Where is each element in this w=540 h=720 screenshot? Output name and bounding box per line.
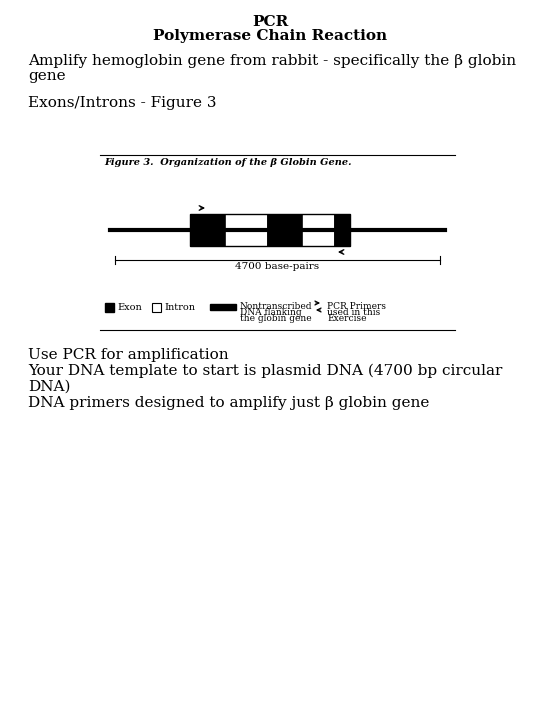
Text: Nontranscribed: Nontranscribed xyxy=(240,302,313,311)
Text: Intron: Intron xyxy=(164,302,195,312)
Text: PCR: PCR xyxy=(252,15,288,29)
Text: DNA flanking: DNA flanking xyxy=(240,308,302,317)
Bar xyxy=(334,214,350,246)
Text: Exons/Introns - Figure 3: Exons/Introns - Figure 3 xyxy=(28,96,217,110)
Text: Exercise: Exercise xyxy=(327,314,367,323)
Bar xyxy=(152,302,161,312)
Bar xyxy=(225,214,267,246)
Text: the globin gene: the globin gene xyxy=(240,314,312,323)
Text: 4700 base-pairs: 4700 base-pairs xyxy=(235,262,320,271)
Text: gene: gene xyxy=(28,69,66,83)
Bar xyxy=(105,302,114,312)
Bar xyxy=(210,304,236,310)
Bar xyxy=(190,214,225,246)
Bar xyxy=(267,214,302,246)
Text: Figure 3.  Organization of the β Globin Gene.: Figure 3. Organization of the β Globin G… xyxy=(104,158,352,167)
Text: DNA primers designed to amplify just β globin gene: DNA primers designed to amplify just β g… xyxy=(28,396,429,410)
Bar xyxy=(302,214,334,246)
Text: DNA): DNA) xyxy=(28,380,71,394)
Bar xyxy=(190,214,350,246)
Text: used in this: used in this xyxy=(327,308,380,317)
Text: Your DNA template to start is plasmid DNA (4700 bp circular: Your DNA template to start is plasmid DN… xyxy=(28,364,502,379)
Text: Polymerase Chain Reaction: Polymerase Chain Reaction xyxy=(153,29,387,43)
Text: PCR Primers: PCR Primers xyxy=(327,302,386,311)
Text: Exon: Exon xyxy=(117,302,141,312)
Text: Amplify hemoglobin gene from rabbit - specifically the β globin: Amplify hemoglobin gene from rabbit - sp… xyxy=(28,54,516,68)
Text: Use PCR for amplification: Use PCR for amplification xyxy=(28,348,228,362)
